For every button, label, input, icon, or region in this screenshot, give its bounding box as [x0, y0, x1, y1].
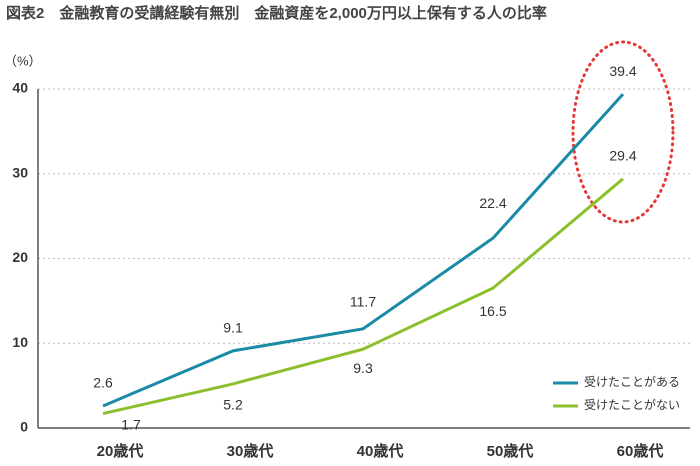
data-label: 5.2: [223, 397, 243, 413]
data-label: 39.4: [609, 63, 636, 79]
x-tick-label: 50歳代: [487, 442, 534, 460]
x-tick-label: 40歳代: [357, 442, 404, 460]
y-tick-label: 30: [12, 164, 28, 180]
y-tick-label: 0: [20, 419, 28, 435]
data-label: 16.5: [479, 303, 506, 319]
y-axis-label: （%）: [4, 53, 42, 68]
data-label: 1.7: [121, 416, 141, 432]
data-label: 22.4: [479, 195, 506, 211]
x-tick-label: 60歳代: [617, 442, 664, 460]
series-line: [102, 93, 625, 408]
data-label: 11.7: [350, 294, 376, 310]
y-tick-label: 20: [12, 249, 28, 265]
y-tick-label: 10: [12, 334, 28, 350]
legend-label: 受けたことがない: [584, 397, 680, 412]
data-label: 9.1: [223, 320, 243, 336]
series-line: [102, 177, 624, 416]
data-label: 29.4: [609, 148, 636, 164]
x-tick-label: 20歳代: [97, 442, 144, 460]
highlight-ellipse: [571, 40, 675, 224]
y-tick-label: 40: [12, 80, 28, 96]
legend-label: 受けたことがある: [584, 374, 680, 389]
data-label: 2.6: [93, 375, 113, 391]
chart-title: 図表2 金融教育の受講経験有無別 金融資産を2,000万円以上保有する人の比率: [6, 4, 547, 22]
x-tick-label: 30歳代: [227, 442, 274, 460]
data-label: 9.3: [353, 360, 373, 376]
